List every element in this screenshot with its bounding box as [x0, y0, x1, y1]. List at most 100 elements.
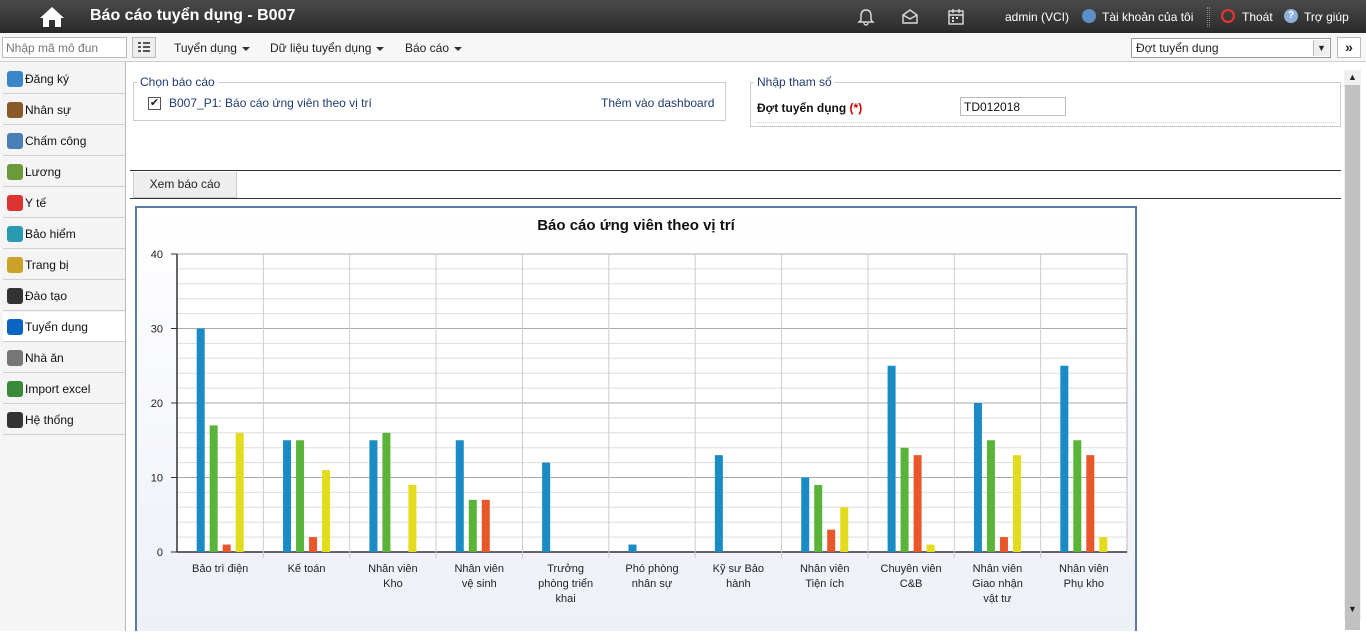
sidebar: Đăng ký Nhân sự Chấm công Lương Y tế Bảo hiểm…: [0, 62, 126, 631]
my-account-link[interactable]: Tài khoản của tôi: [1102, 10, 1194, 24]
sidebar-item[interactable]: Nhân sự: [3, 95, 125, 125]
sidebar-item[interactable]: Lương: [3, 157, 125, 187]
sidebar-item[interactable]: Trang bị: [3, 250, 125, 280]
help-icon[interactable]: ?: [1284, 9, 1298, 23]
scroll-up-icon[interactable]: ▲: [1348, 72, 1357, 82]
scroll-thumb[interactable]: [1345, 85, 1360, 630]
x-tick-label: Phụ kho: [1064, 578, 1104, 590]
y-tick-label: 30: [151, 324, 163, 336]
sidebar-item[interactable]: Đăng ký: [3, 64, 125, 94]
scroll-down-icon[interactable]: ▼: [1348, 604, 1357, 614]
chart-bar: [481, 499, 490, 552]
x-tick-label: Nhân viên: [368, 563, 418, 575]
chart-bar: [1060, 365, 1069, 552]
equipment-icon: [7, 257, 23, 273]
param-label-text: Đợt tuyển dụng: [757, 101, 847, 115]
linkedin-icon: [7, 319, 23, 335]
sidebar-item[interactable]: Import excel: [3, 374, 125, 404]
module-grid-button[interactable]: [132, 37, 156, 58]
chart-bar: [455, 440, 464, 552]
divider: [755, 122, 1336, 123]
chart-bar: [973, 403, 982, 552]
report-checkbox[interactable]: ✔: [148, 97, 161, 110]
chart-bar: [309, 537, 318, 552]
calendar-icon[interactable]: [947, 8, 965, 26]
chart-bar: [814, 484, 823, 552]
batch-select[interactable]: Đợt tuyển dụng ▼: [1131, 38, 1331, 58]
logout-link[interactable]: Thoát: [1242, 10, 1273, 24]
chart-bar: [369, 440, 378, 552]
help-link[interactable]: Trợ giúp: [1304, 10, 1349, 24]
chevron-down-icon: ▼: [1313, 40, 1329, 56]
sidebar-item-label: Đăng ký: [25, 72, 70, 86]
chart-bar: [296, 440, 305, 552]
sidebar-item-label: Hệ thống: [25, 413, 74, 427]
sidebar-item-label: Tuyển dụng: [25, 320, 88, 334]
menu-recruitment[interactable]: Tuyển dụng: [174, 41, 250, 55]
menu-label: Báo cáo: [405, 41, 450, 55]
sidebar-item-label: Nhà ăn: [25, 351, 64, 365]
chart-bar: [840, 507, 849, 552]
mail-icon[interactable]: [901, 8, 919, 26]
x-tick-label: Kế toán: [288, 563, 326, 575]
batch-param-input[interactable]: [960, 97, 1066, 116]
report-label: B007_P1: Báo cáo ứng viên theo vị trí: [169, 96, 372, 110]
sidebar-item[interactable]: Đào tạo: [3, 281, 125, 311]
sidebar-item[interactable]: Hệ thống: [3, 405, 125, 435]
menu-reports[interactable]: Báo cáo: [405, 41, 463, 55]
x-tick-label: hành: [726, 578, 750, 590]
page-title: Báo cáo tuyển dụng - B007: [90, 7, 296, 24]
chart-bar: [322, 470, 331, 552]
sidebar-item[interactable]: Nhà ăn: [3, 343, 125, 373]
double-chevron-right-icon[interactable]: »: [1337, 37, 1361, 58]
top-header: Báo cáo tuyển dụng - B007 admin (VCI) Tà…: [0, 0, 1366, 33]
divider: [130, 170, 1341, 171]
chart-bar: [542, 462, 551, 552]
sidebar-item-label: Lương: [25, 165, 61, 179]
divider: [130, 198, 1341, 199]
sidebar-item-label: Đào tạo: [25, 289, 68, 303]
chart-bar: [900, 447, 909, 552]
chart-bar: [628, 544, 637, 552]
x-tick-label: nhân sự: [632, 578, 673, 590]
x-tick-label: Trưởng: [547, 563, 584, 575]
chart-bar: [999, 537, 1008, 552]
people-icon: [7, 102, 23, 118]
chart-bar: [196, 328, 205, 552]
add-to-dashboard-link[interactable]: Thêm vào dashboard: [601, 96, 715, 110]
x-tick-label: Giao nhận: [972, 578, 1023, 590]
menu-recruitment-data[interactable]: Dữ liệu tuyển dụng: [270, 41, 385, 55]
bell-icon[interactable]: [857, 8, 875, 26]
sidebar-item[interactable]: Y tế: [3, 188, 125, 218]
current-user: admin (VCI): [1005, 10, 1070, 24]
chart-bar: [1073, 440, 1082, 552]
vertical-scrollbar[interactable]: ▲: [1344, 70, 1361, 630]
insurance-icon: [7, 226, 23, 242]
menu-label: Dữ liệu tuyển dụng: [270, 41, 372, 55]
x-tick-label: phòng triển: [538, 578, 593, 590]
x-tick-label: Chuyên viên: [881, 563, 942, 575]
chart-bar: [209, 425, 218, 552]
caret-down-icon: [241, 46, 250, 51]
logout-icon[interactable]: [1221, 9, 1235, 23]
sidebar-item-label: Y tế: [25, 196, 47, 210]
y-tick-label: 20: [151, 398, 163, 410]
x-tick-label: khai: [556, 593, 576, 605]
home-icon[interactable]: [38, 5, 66, 29]
sidebar-item[interactable]: Bảo hiểm: [3, 219, 125, 249]
chart-bar: [827, 529, 836, 552]
sidebar-item-label: Import excel: [25, 382, 91, 396]
y-tick-label: 10: [151, 473, 163, 485]
x-tick-label: Kỹ sư Bảo: [713, 563, 764, 575]
sidebar-item[interactable]: Chấm công: [3, 126, 125, 156]
sidebar-item[interactable]: Tuyển dụng: [3, 312, 125, 342]
view-report-tab[interactable]: Xem báo cáo: [133, 172, 237, 198]
module-code-input[interactable]: [2, 37, 127, 58]
caret-down-icon: [376, 46, 385, 51]
y-tick-label: 0: [157, 547, 163, 559]
chart-bar: [887, 365, 896, 552]
chart-bar: [926, 544, 935, 552]
account-icon[interactable]: [1082, 9, 1096, 23]
chart-bar: [382, 432, 391, 552]
params-group: Nhập tham số Đợt tuyển dụng (*): [750, 75, 1341, 127]
